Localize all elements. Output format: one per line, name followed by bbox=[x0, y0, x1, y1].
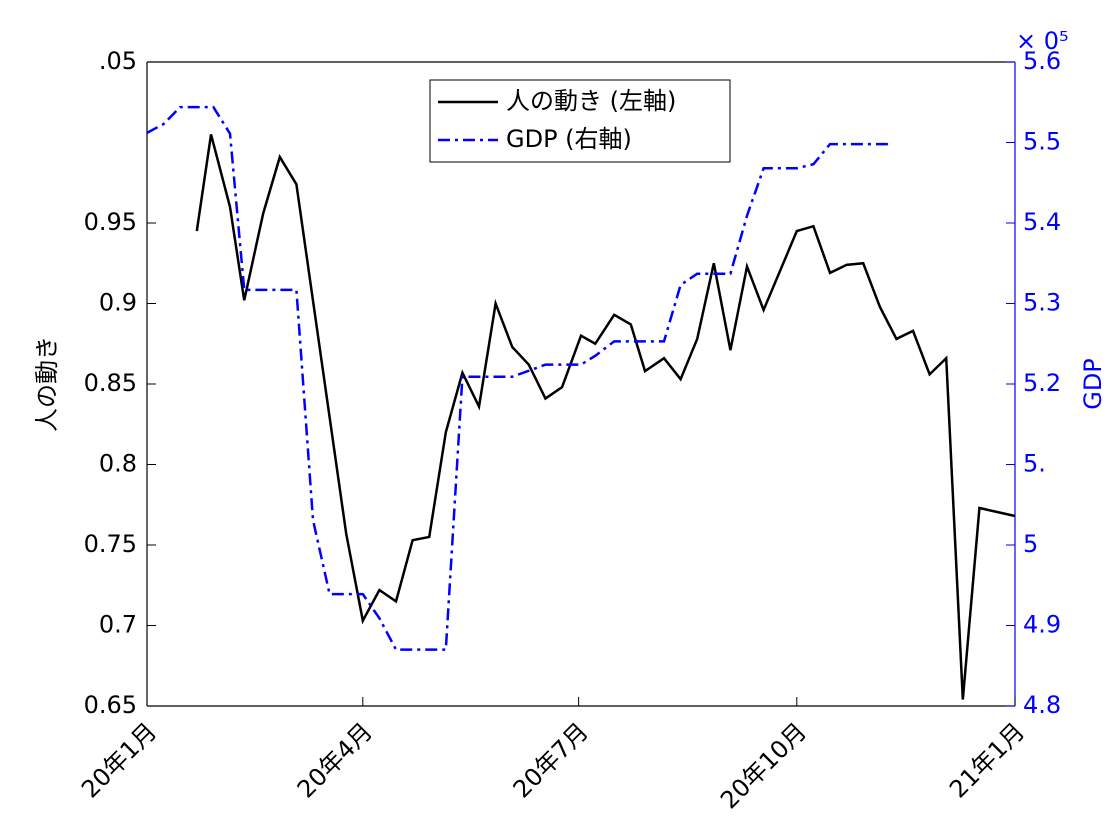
y2-tick-label: 5 bbox=[1023, 530, 1038, 558]
y2-tick-label: 5.6 bbox=[1023, 47, 1061, 75]
y-tick-label: 0.65 bbox=[84, 691, 137, 719]
y2-tick-label: 5.5 bbox=[1023, 128, 1061, 156]
legend-box bbox=[429, 79, 731, 163]
y2-tick-label: 4.9 bbox=[1023, 611, 1061, 639]
y-axis-label: 人の動き bbox=[33, 336, 61, 432]
y-tick-label: 0.8 bbox=[99, 450, 137, 478]
y2-tick-label: 5.2 bbox=[1023, 369, 1061, 397]
series-line bbox=[195, 134, 1016, 700]
y2-tick-label: 5.3 bbox=[1023, 289, 1061, 317]
legend-label: 人の動き (左軸) bbox=[506, 87, 676, 115]
y2-axis-label: GDP bbox=[1079, 358, 1107, 410]
y2-multiplier: × 0⁵ bbox=[1016, 27, 1069, 55]
legend-label: GDP (右軸) bbox=[506, 125, 632, 153]
y-tick-label: 0.85 bbox=[84, 369, 137, 397]
y-tick-label: 0.7 bbox=[99, 611, 137, 639]
y2-tick-label: 5.4 bbox=[1023, 208, 1061, 236]
series-line bbox=[146, 105, 890, 651]
y-tick-label: 0.75 bbox=[84, 530, 137, 558]
y-tick-label: 0.95 bbox=[84, 208, 137, 236]
y-tick-label: 0.9 bbox=[99, 289, 137, 317]
y2-tick-label: 4.8 bbox=[1023, 691, 1061, 719]
y-tick-label: .05 bbox=[99, 47, 137, 75]
y2-tick-label: 5. bbox=[1023, 450, 1046, 478]
